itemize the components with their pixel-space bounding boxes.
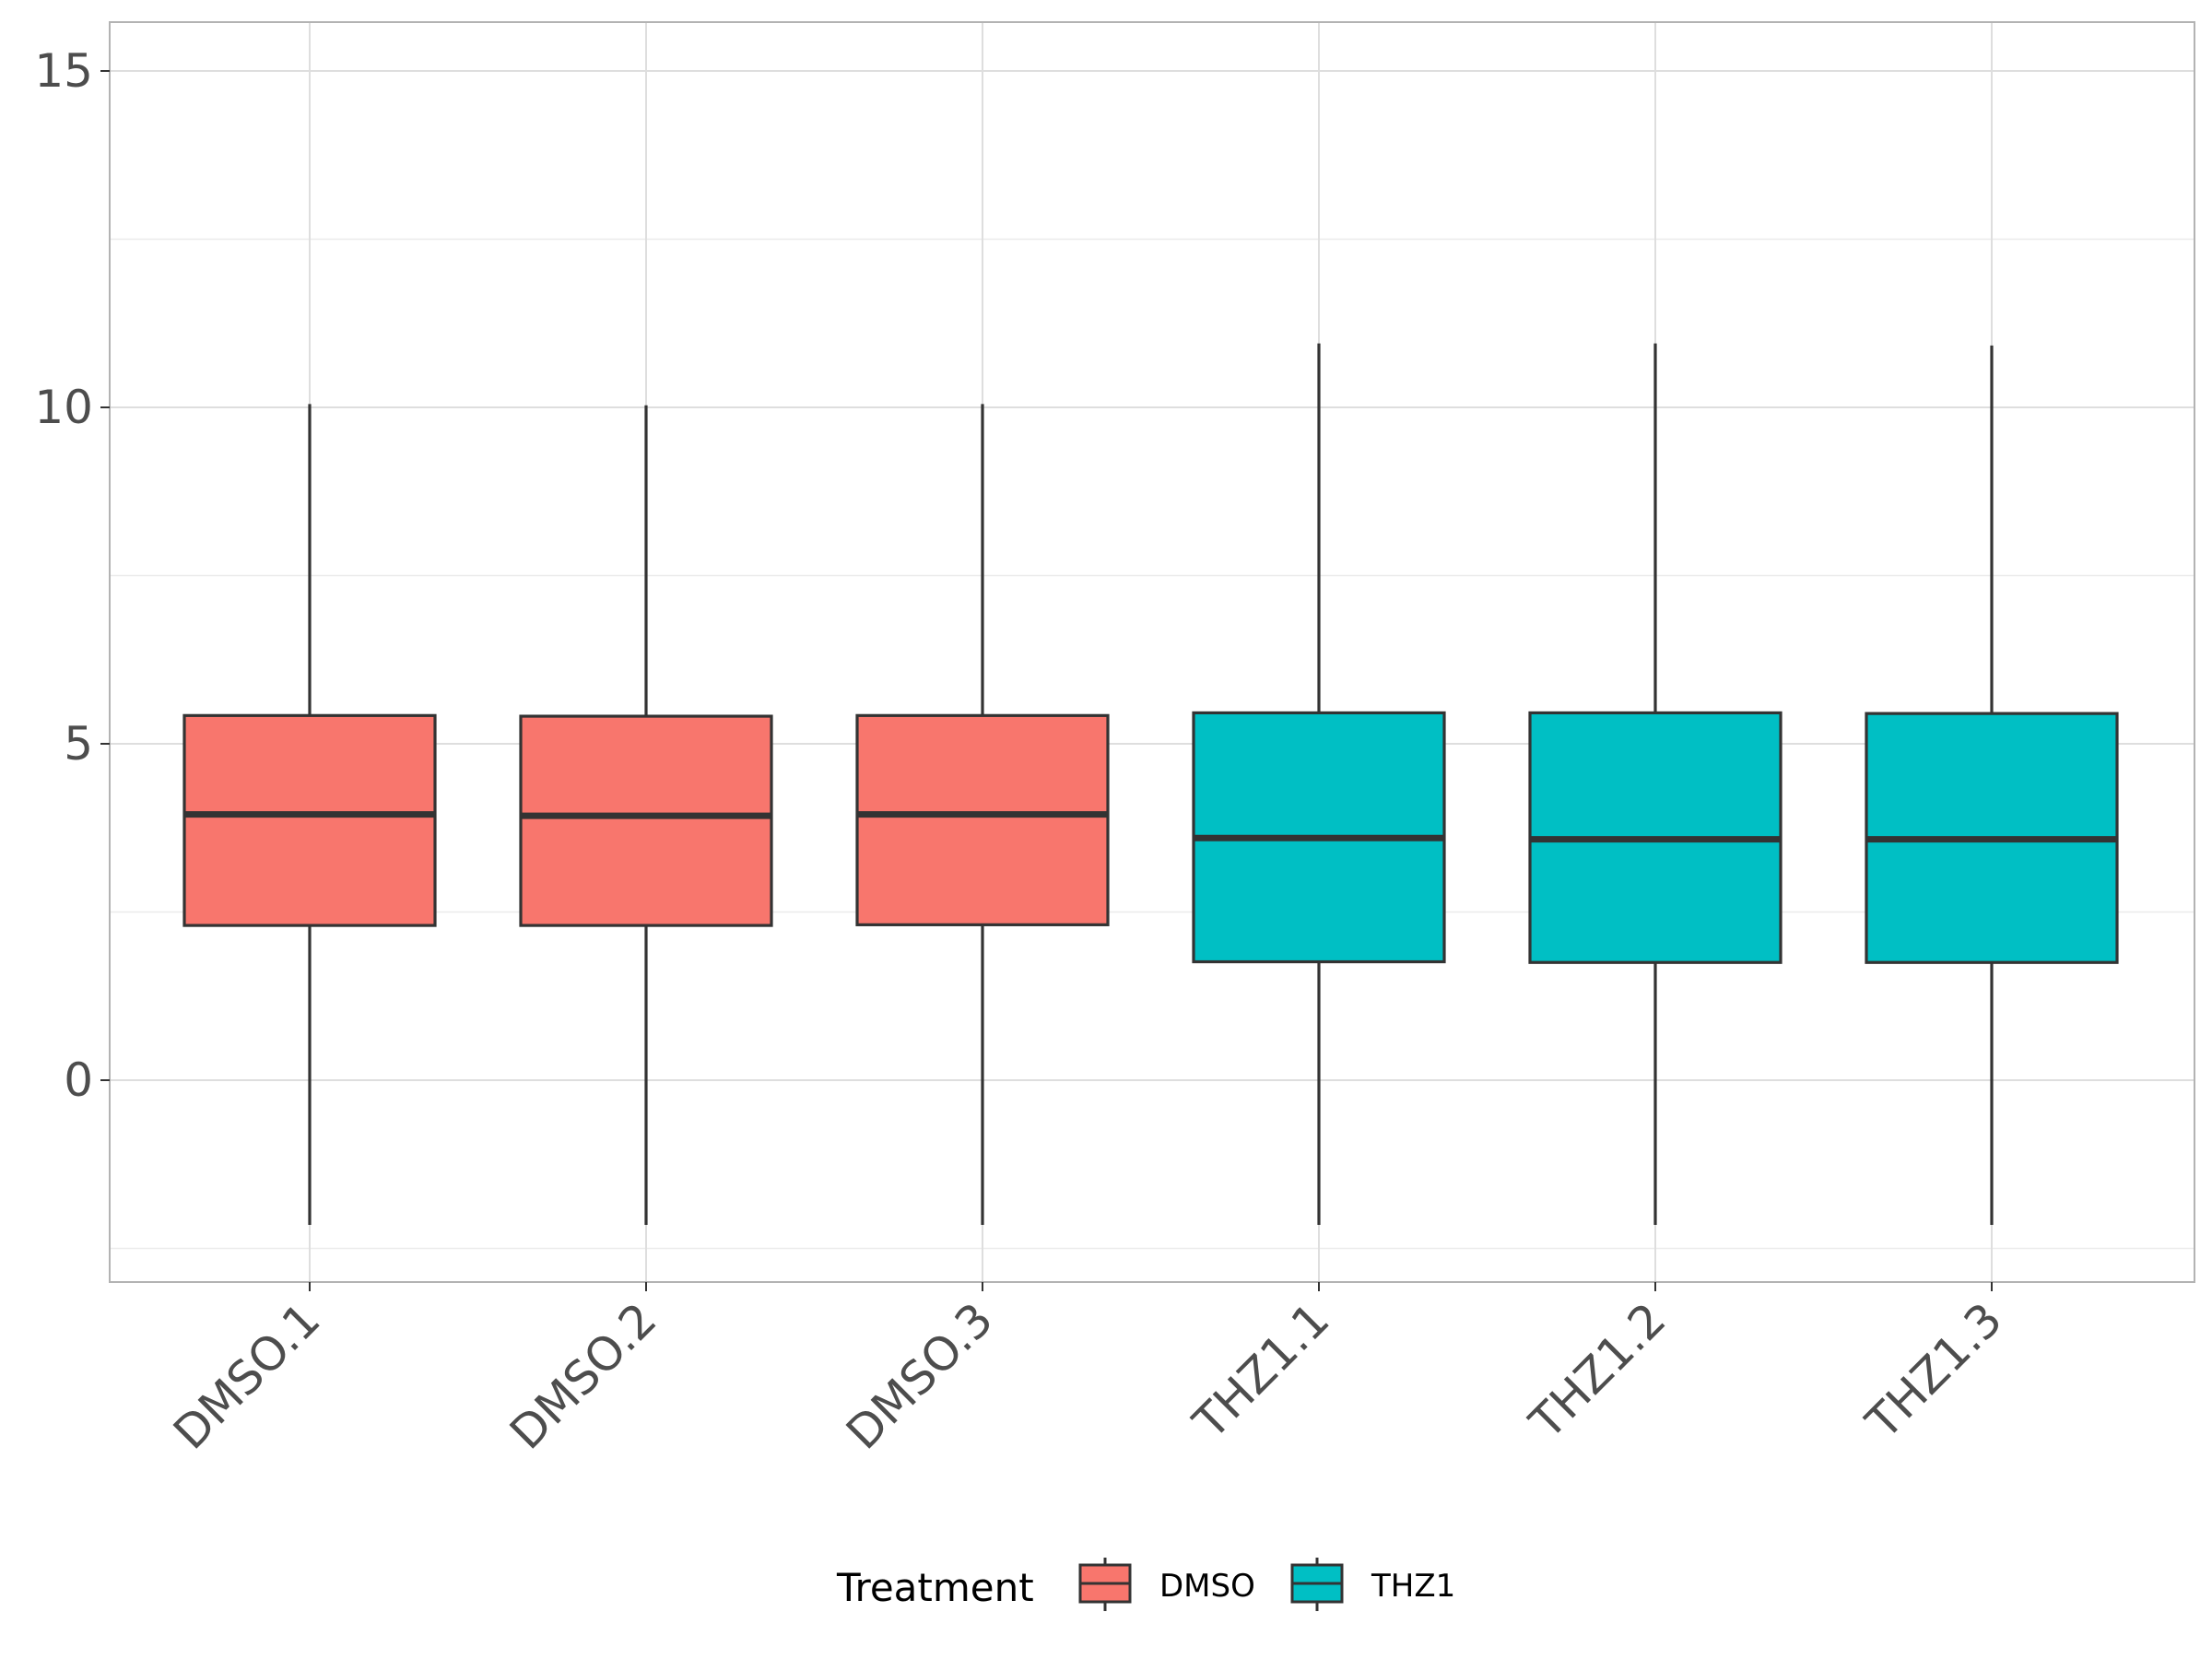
box-series	[182, 343, 2119, 1225]
box-dmso-1	[182, 404, 437, 1225]
legend-label: THZ1	[1371, 1568, 1455, 1605]
plot-panel-border	[109, 21, 2195, 1283]
box-iqr	[855, 713, 1110, 926]
legend-title: Treatment	[836, 1565, 1034, 1610]
box-iqr	[182, 713, 437, 927]
y-axis: 0 5 10 15	[34, 44, 110, 1107]
box-dmso-3	[855, 404, 1110, 1225]
y-tick-label: 0	[64, 1053, 93, 1107]
box-iqr	[519, 714, 773, 927]
legend: Treatment DMSO THZ1	[836, 1558, 1455, 1611]
legend-item-thz1: THZ1	[1290, 1558, 1455, 1611]
box-thz1-1	[1192, 343, 1446, 1225]
legend-items: DMSO THZ1	[1078, 1558, 1455, 1611]
y-tick-label: 10	[34, 381, 93, 434]
y-tick-label: 5	[64, 717, 93, 771]
box-thz1-3	[1865, 345, 2119, 1225]
box-dmso-2	[519, 405, 773, 1225]
box-thz1-2	[1528, 343, 1783, 1225]
legend-label: DMSO	[1159, 1568, 1255, 1605]
legend-item-dmso: DMSO	[1078, 1558, 1255, 1611]
y-tick-label: 15	[34, 44, 93, 98]
